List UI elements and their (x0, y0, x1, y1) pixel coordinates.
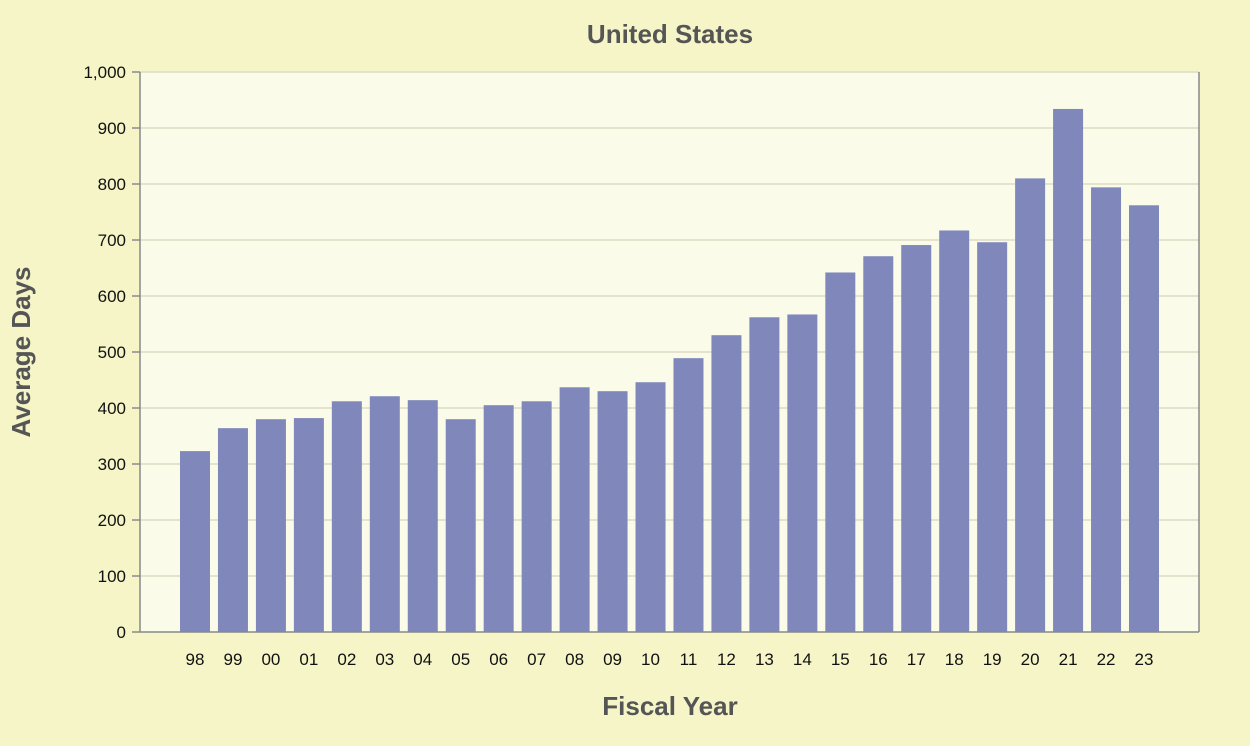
bar-12 (711, 335, 742, 632)
bar-22 (1091, 187, 1122, 633)
bar-05 (445, 419, 476, 632)
y-tick-label: 600 (98, 287, 126, 306)
bar-17 (901, 245, 932, 633)
bar-13 (749, 317, 780, 632)
bar-08 (559, 387, 590, 632)
x-tick-label-98: 98 (186, 650, 205, 669)
bar-16 (863, 256, 894, 632)
bar-21 (1053, 108, 1084, 632)
y-tick-label: 500 (98, 343, 126, 362)
x-tick-label-01: 01 (299, 650, 318, 669)
x-tick-label-19: 19 (983, 650, 1002, 669)
x-tick-label-20: 20 (1021, 650, 1040, 669)
x-tick-label-03: 03 (375, 650, 394, 669)
bar-98 (180, 451, 210, 632)
y-tick-label: 300 (98, 455, 126, 474)
y-tick-label: 700 (98, 231, 126, 250)
x-tick-labels: 98 99 00 01 02 03 04 05 06 07 08 09 10 11 12 13 14 15 16 17… (186, 650, 1154, 669)
bar-23 (1129, 205, 1159, 632)
y-axis-title: Average Days (6, 266, 36, 437)
bar-15 (825, 272, 856, 632)
bar-01 (293, 418, 324, 632)
y-tick-label: 900 (98, 119, 126, 138)
x-tick-label-22: 22 (1097, 650, 1116, 669)
x-tick-label-13: 13 (755, 650, 774, 669)
bar-99 (217, 428, 248, 632)
x-tick-label-12: 12 (717, 650, 736, 669)
bar-03 (369, 396, 400, 632)
bar-04 (407, 400, 438, 632)
x-tick-label-08: 08 (565, 650, 584, 669)
axes (132, 71, 1200, 633)
bar-10 (635, 382, 666, 632)
x-tick-label-04: 04 (413, 650, 432, 669)
bar-09 (597, 391, 628, 632)
x-tick-label-05: 05 (451, 650, 470, 669)
y-tick-label: 200 (98, 511, 126, 530)
bar-14 (787, 314, 818, 632)
chart-title: United States (587, 19, 753, 49)
bar-02 (331, 401, 362, 632)
y-tick-label: 1,000 (83, 63, 126, 82)
y-tick-labels: 0 100 200 300 400 500 600 700 800 900 1,000 (83, 63, 126, 642)
x-tick-label-17: 17 (907, 650, 926, 669)
bars (180, 108, 1159, 633)
bar-07 (521, 401, 552, 632)
x-tick-label-10: 10 (641, 650, 660, 669)
x-tick-label-00: 00 (261, 650, 280, 669)
x-tick-label-02: 02 (337, 650, 356, 669)
x-axis-title: Fiscal Year (602, 691, 737, 721)
bar-11 (673, 358, 704, 632)
bar-06 (483, 405, 514, 632)
x-tick-label-23: 23 (1135, 650, 1154, 669)
y-tick-label: 0 (117, 623, 126, 642)
x-tick-label-99: 99 (223, 650, 242, 669)
y-tick-label: 100 (98, 567, 126, 586)
x-tick-label-14: 14 (793, 650, 812, 669)
x-tick-label-09: 09 (603, 650, 622, 669)
x-tick-label-21: 21 (1059, 650, 1078, 669)
x-tick-label-15: 15 (831, 650, 850, 669)
y-tick-label: 800 (98, 175, 126, 194)
x-tick-label-07: 07 (527, 650, 546, 669)
bar-19 (977, 242, 1008, 633)
x-tick-label-06: 06 (489, 650, 508, 669)
y-tick-label: 400 (98, 399, 126, 418)
x-tick-label-18: 18 (945, 650, 964, 669)
x-tick-label-16: 16 (869, 650, 888, 669)
bar-20 (1015, 178, 1046, 632)
bar-18 (939, 230, 970, 633)
x-tick-label-11: 11 (680, 650, 698, 669)
bar-00 (255, 419, 286, 632)
